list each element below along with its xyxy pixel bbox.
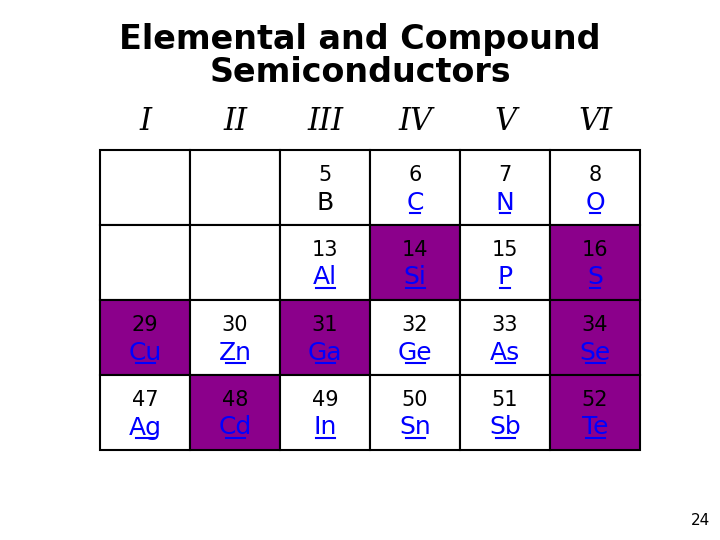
- Bar: [370, 150, 460, 225]
- Bar: [550, 375, 640, 450]
- Text: Al: Al: [313, 266, 337, 289]
- Text: III: III: [307, 106, 343, 138]
- Text: Cu: Cu: [128, 341, 161, 364]
- Text: II: II: [223, 106, 247, 138]
- Text: V: V: [494, 106, 516, 138]
- Text: Zn: Zn: [218, 341, 251, 364]
- Text: 15: 15: [492, 240, 518, 260]
- Bar: [280, 225, 370, 300]
- Bar: [550, 225, 640, 300]
- Text: 8: 8: [588, 165, 602, 185]
- Bar: [190, 225, 280, 300]
- Bar: [190, 375, 280, 450]
- Text: 14: 14: [402, 240, 428, 260]
- Text: Ga: Ga: [307, 341, 342, 364]
- Text: 5: 5: [318, 165, 332, 185]
- Text: Ge: Ge: [397, 341, 432, 364]
- Text: 52: 52: [582, 390, 608, 410]
- Text: 29: 29: [132, 315, 158, 335]
- Text: IV: IV: [398, 106, 432, 138]
- Bar: [370, 375, 460, 450]
- Bar: [460, 300, 550, 375]
- Bar: [100, 375, 190, 450]
- Text: Se: Se: [580, 341, 611, 364]
- Text: 34: 34: [582, 315, 608, 335]
- Text: I: I: [139, 106, 151, 138]
- Text: 33: 33: [492, 315, 518, 335]
- Text: 24: 24: [690, 513, 710, 528]
- Text: P: P: [498, 266, 513, 289]
- Text: 7: 7: [498, 165, 512, 185]
- Text: 31: 31: [312, 315, 338, 335]
- Text: Ag: Ag: [128, 415, 161, 440]
- Text: C: C: [406, 191, 423, 214]
- Bar: [370, 225, 460, 300]
- Text: Te: Te: [582, 415, 608, 440]
- Bar: [280, 150, 370, 225]
- Text: 48: 48: [222, 390, 248, 410]
- Text: VI: VI: [578, 106, 612, 138]
- Text: O: O: [585, 191, 605, 214]
- Bar: [280, 300, 370, 375]
- Text: 32: 32: [402, 315, 428, 335]
- Bar: [460, 225, 550, 300]
- Text: S: S: [587, 266, 603, 289]
- Text: Si: Si: [404, 266, 426, 289]
- Bar: [460, 375, 550, 450]
- Text: 50: 50: [402, 390, 428, 410]
- Text: 47: 47: [132, 390, 158, 410]
- Bar: [190, 150, 280, 225]
- Bar: [370, 300, 460, 375]
- Text: B: B: [316, 191, 333, 214]
- Text: Sn: Sn: [399, 415, 431, 440]
- Bar: [100, 300, 190, 375]
- Text: Sb: Sb: [489, 415, 521, 440]
- Text: 13: 13: [312, 240, 338, 260]
- Text: 51: 51: [492, 390, 518, 410]
- Text: N: N: [495, 191, 514, 214]
- Text: In: In: [313, 415, 337, 440]
- Bar: [460, 150, 550, 225]
- Text: 6: 6: [408, 165, 422, 185]
- Text: 49: 49: [312, 390, 338, 410]
- Text: Semiconductors: Semiconductors: [210, 56, 510, 89]
- Bar: [100, 150, 190, 225]
- Bar: [280, 375, 370, 450]
- Bar: [550, 150, 640, 225]
- Bar: [550, 300, 640, 375]
- Text: Elemental and Compound: Elemental and Compound: [120, 24, 600, 57]
- Text: Cd: Cd: [218, 415, 251, 440]
- Text: As: As: [490, 341, 520, 364]
- Text: 16: 16: [582, 240, 608, 260]
- Text: 30: 30: [222, 315, 248, 335]
- Bar: [100, 225, 190, 300]
- Bar: [190, 300, 280, 375]
